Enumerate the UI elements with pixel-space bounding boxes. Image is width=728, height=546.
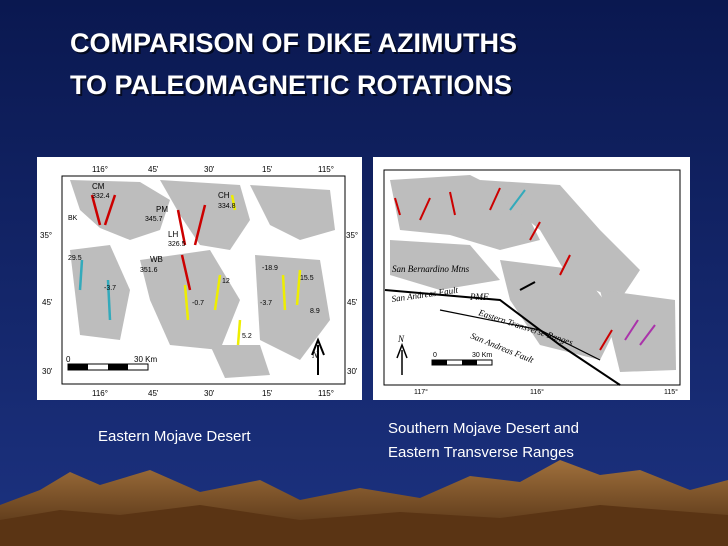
- map-label: 115°: [318, 389, 334, 398]
- map-label: 30': [42, 367, 53, 376]
- map-label: N: [311, 350, 319, 360]
- caption: Southern Mojave Desert and: [388, 420, 579, 437]
- map-label: 115°: [664, 388, 678, 396]
- map-label: 5.2: [242, 333, 252, 340]
- map-label: PMF: [469, 292, 489, 302]
- map-label: N: [397, 334, 405, 344]
- map-label: 332.4: [92, 193, 110, 200]
- caption: Eastern Mojave Desert: [98, 428, 251, 445]
- caption: Eastern Transverse Ranges: [388, 444, 574, 461]
- map-label: 12: [222, 278, 230, 285]
- map-label: PM: [156, 205, 168, 214]
- map-label: 45': [148, 165, 159, 174]
- map-label: WB: [150, 255, 163, 264]
- map-label: 326.5: [168, 241, 186, 248]
- title: COMPARISON OF DIKE AZIMUTHS: [70, 28, 517, 58]
- map-label: 45': [42, 298, 53, 307]
- map-label: 351.6: [140, 267, 158, 274]
- map-label: 30 Km: [472, 352, 492, 359]
- map-label: 8.9: [310, 308, 320, 315]
- title-shadow: TO PALEOMAGNETIC ROTATIONS: [72, 72, 514, 102]
- map-label: 116°: [92, 165, 108, 174]
- map-label: 30': [204, 165, 215, 174]
- left-map: 116° 45' 30' 15' 115° 35° 35° 45' 45' 30…: [37, 157, 362, 400]
- map-label: -3.7: [104, 285, 116, 292]
- map-label: 29.5: [68, 255, 82, 262]
- map-label: 30 Km: [134, 355, 157, 364]
- map-label: 35°: [40, 231, 52, 240]
- title-shadow: COMPARISON OF DIKE AZIMUTHS: [72, 30, 519, 60]
- map-label: 345.7: [145, 216, 163, 223]
- map-label: 15': [262, 165, 273, 174]
- map-label: 116°: [530, 388, 544, 396]
- map-label: 0: [66, 355, 71, 364]
- map-label: CM: [92, 182, 105, 191]
- map-label: 115°: [318, 165, 334, 174]
- foreground: [0, 505, 728, 546]
- map-label: 45': [347, 298, 358, 307]
- map-label: 334.8: [218, 203, 236, 210]
- map-label: 0: [433, 352, 437, 359]
- title: TO PALEOMAGNETIC ROTATIONS: [70, 70, 512, 100]
- map-label: 45': [148, 389, 159, 398]
- map-label: -3.7: [260, 300, 272, 307]
- map-label: -18.9: [262, 265, 278, 272]
- map-label: CH: [218, 191, 230, 200]
- map-label: 30': [204, 389, 215, 398]
- map-label: 117°: [414, 388, 428, 396]
- map-label: 116°: [92, 389, 108, 398]
- map-label: LH: [168, 230, 178, 239]
- map-label: 30': [347, 367, 358, 376]
- map-label: 15': [262, 389, 273, 398]
- map-label: BK: [68, 215, 78, 222]
- map-label: San Bernardino Mtns: [392, 264, 470, 274]
- map-label: -0.7: [192, 300, 204, 307]
- right-map: San Bernardino Mtns San Andreas Fault PM…: [373, 157, 690, 400]
- map-label: 35°: [346, 231, 358, 240]
- map-label: 15.5: [300, 275, 314, 282]
